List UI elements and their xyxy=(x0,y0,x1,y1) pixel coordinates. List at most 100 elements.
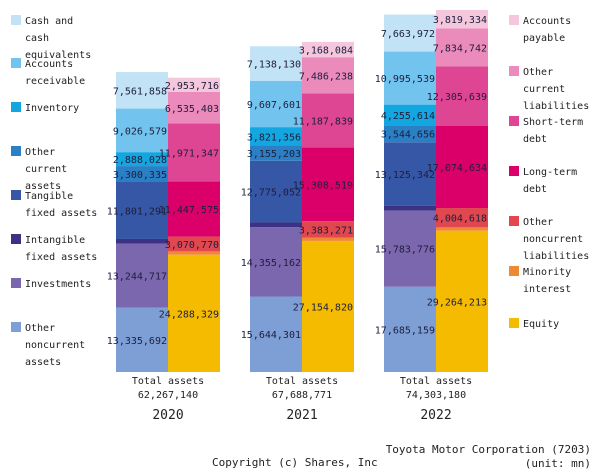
bar-2022-other-current-assets xyxy=(384,125,436,143)
copyright-text: Copyright (c) Shares, Inc xyxy=(212,456,378,469)
value-label-2022-accounts-receivable: 10,995,539 xyxy=(375,74,435,85)
bar-2020-other-noncurrent-liabilities xyxy=(168,236,220,252)
bar-2022-short-term-debt xyxy=(436,66,488,126)
legend-swatch-inventory xyxy=(11,102,21,112)
bar-2021-intangible-fixed-assets xyxy=(250,222,302,228)
value-label-2020-cash-and-cash-equivalents: 7,561,858 xyxy=(113,86,167,97)
bar-2020-investments xyxy=(116,243,168,308)
legend-label-tangible-fixed-assets: fixed assets xyxy=(25,208,97,219)
bar-2022-accounts-receivable xyxy=(384,51,436,105)
value-label-2022-tangible-fixed-assets: 13,125,342 xyxy=(375,170,435,181)
value-label-2022-other-noncurrent-assets: 17,685,159 xyxy=(375,325,435,336)
bar-2021-other-noncurrent-assets xyxy=(250,296,302,372)
legend-label-other-noncurrent-liabilities: Other xyxy=(523,217,553,228)
value-label-2020-long-term-debt: 11,447,575 xyxy=(159,205,219,216)
value-label-2022-inventory: 4,255,614 xyxy=(381,111,435,122)
legend-label-minority-interest: Minority xyxy=(523,267,571,278)
value-label-2020-short-term-debt: 11,971,347 xyxy=(159,148,219,159)
value-label-2021-other-current-liabilities: 7,486,238 xyxy=(299,71,353,82)
legend-swatch-other-noncurrent-liabilities xyxy=(509,216,519,226)
legend-label-other-noncurrent-assets: noncurrent xyxy=(25,340,85,351)
value-label-2021-long-term-debt: 15,308,519 xyxy=(293,180,353,191)
legend-label-equity: Equity xyxy=(523,319,559,330)
bar-2021-accounts-payable xyxy=(302,41,354,58)
bar-2020-cash-and-cash-equivalents xyxy=(116,72,168,109)
legend-label-other-current-assets: current xyxy=(25,164,67,175)
bar-2021-long-term-debt xyxy=(302,147,354,222)
value-label-2022-accounts-payable: 3,819,334 xyxy=(433,15,487,26)
bar-2021-minority-interest xyxy=(302,237,354,241)
unit-label: (unit: mn) xyxy=(524,457,591,470)
bar-2022-investments xyxy=(384,210,436,287)
legend-label-tangible-fixed-assets: Tangible xyxy=(25,191,73,202)
value-label-2021-other-noncurrent-liabilities: 3,383,271 xyxy=(299,225,353,236)
year-label-2022: 2022 xyxy=(420,408,451,423)
legend-label-long-term-debt: Long-term xyxy=(523,167,577,178)
value-label-2021-accounts-payable: 3,168,084 xyxy=(299,46,353,57)
bar-2021-short-term-debt xyxy=(302,93,354,148)
value-label-2022-equity: 29,264,213 xyxy=(427,297,487,308)
bar-2022-accounts-payable xyxy=(436,9,488,29)
legend-label-other-current-liabilities: liabilities xyxy=(523,101,589,112)
legend-swatch-accounts-receivable xyxy=(11,58,21,68)
value-label-2020-accounts-receivable: 9,026,579 xyxy=(113,126,167,137)
bar-2020-other-noncurrent-assets xyxy=(116,307,168,372)
bar-2021-other-noncurrent-liabilities xyxy=(302,221,354,238)
bar-2020-equity xyxy=(168,254,220,372)
value-label-2021-other-noncurrent-assets: 15,644,301 xyxy=(241,330,301,341)
total-value-2022: 74,303,180 xyxy=(406,390,466,401)
bar-2022-other-current-liabilities xyxy=(436,28,488,67)
legend-label-other-noncurrent-assets: Other xyxy=(25,323,55,334)
legend-label-other-current-liabilities: current xyxy=(523,84,565,95)
total-caption-2021: Total assets xyxy=(266,376,338,387)
bar-2021-equity xyxy=(302,240,354,372)
legend-swatch-cash-and-cash-equivalents xyxy=(11,15,21,25)
value-label-2020-other-current-liabilities: 6,535,403 xyxy=(165,104,219,115)
value-label-2021-tangible-fixed-assets: 12,775,052 xyxy=(241,188,301,199)
bar-2021-investments xyxy=(250,227,302,297)
legend-label-short-term-debt: Short-term xyxy=(523,117,583,128)
legend-label-cash-and-cash-equivalents: Cash and xyxy=(25,16,73,27)
value-label-2020-investments: 13,244,717 xyxy=(107,272,167,283)
bar-2020-intangible-fixed-assets xyxy=(116,238,168,244)
value-label-2022-short-term-debt: 12,305,639 xyxy=(427,92,487,103)
value-label-2022-long-term-debt: 17,074,634 xyxy=(427,163,487,174)
value-label-2021-investments: 14,355,162 xyxy=(241,258,301,269)
value-label-2020-other-noncurrent-assets: 13,335,692 xyxy=(107,336,167,347)
bar-2022-tangible-fixed-assets xyxy=(384,142,436,206)
legend-label-accounts-payable: Accounts xyxy=(523,16,571,27)
bar-2022-other-noncurrent-assets xyxy=(384,286,436,372)
bar-2021-other-current-assets xyxy=(250,145,302,161)
legend-label-inventory: Inventory xyxy=(25,103,79,114)
bar-2022-intangible-fixed-assets xyxy=(384,205,436,211)
bar-2022-other-noncurrent-liabilities xyxy=(436,208,488,228)
bar-2022-long-term-debt xyxy=(436,125,488,209)
bar-2020-inventory xyxy=(116,152,168,167)
legend-label-other-current-liabilities: Other xyxy=(523,67,553,78)
legend-label-intangible-fixed-assets: fixed assets xyxy=(25,252,97,263)
bar-2021-inventory xyxy=(250,127,302,146)
legend-label-other-noncurrent-assets: assets xyxy=(25,357,61,368)
value-label-2021-inventory: 3,821,356 xyxy=(247,132,301,143)
value-label-2020-equity: 24,288,329 xyxy=(159,309,219,320)
total-caption-2022: Total assets xyxy=(400,376,472,387)
year-label-2020: 2020 xyxy=(152,408,183,423)
legend-swatch-accounts-payable xyxy=(509,15,519,25)
legend-label-other-noncurrent-liabilities: liabilities xyxy=(523,251,589,262)
bar-2022-cash-and-cash-equivalents xyxy=(384,14,436,52)
bar-2022-inventory xyxy=(384,104,436,126)
bar-2020-tangible-fixed-assets xyxy=(116,182,168,239)
year-label-2021: 2021 xyxy=(286,408,317,423)
legend-swatch-investments xyxy=(11,278,21,288)
legend-label-short-term-debt: debt xyxy=(523,134,547,145)
value-label-2021-other-current-assets: 3,155,203 xyxy=(247,149,301,160)
value-label-2020-tangible-fixed-assets: 11,801,291 xyxy=(107,206,167,217)
value-label-2020-other-current-assets: 3,300,335 xyxy=(113,170,167,181)
legend-swatch-tangible-fixed-assets xyxy=(11,190,21,200)
legend-label-accounts-receivable: receivable xyxy=(25,76,85,87)
bar-2020-long-term-debt xyxy=(168,181,220,237)
value-label-2022-other-current-liabilities: 7,834,742 xyxy=(433,43,487,54)
bar-2021-cash-and-cash-equivalents xyxy=(250,46,302,81)
bar-2022-minority-interest xyxy=(436,227,488,231)
